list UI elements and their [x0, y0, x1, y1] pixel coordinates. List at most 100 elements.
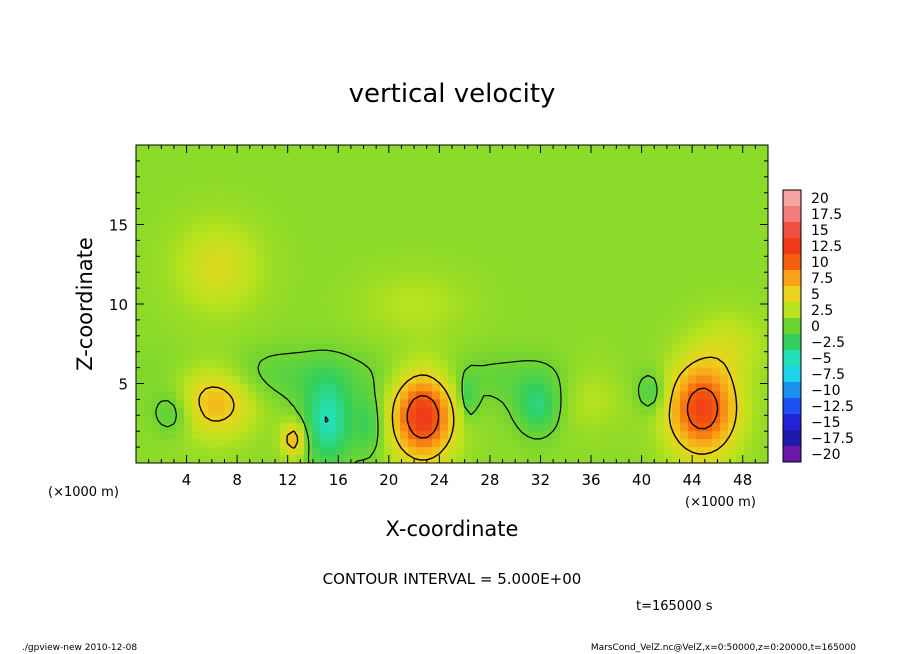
field-cell: [240, 256, 249, 265]
field-cell: [448, 152, 457, 162]
field-cell: [480, 192, 489, 202]
field-cell: [736, 423, 745, 432]
field-cell: [240, 192, 249, 202]
field-cell: [136, 168, 145, 178]
field-cell: [440, 415, 449, 424]
field-cell: [728, 216, 737, 226]
field-cell: [568, 383, 577, 393]
field-cell: [176, 311, 185, 321]
field-cell: [712, 152, 721, 162]
field-cell: [536, 184, 545, 194]
field-cell: [688, 343, 697, 353]
field-cell: [440, 431, 449, 440]
field-cell: [520, 216, 529, 226]
field-cell: [472, 160, 481, 170]
field-cell: [576, 176, 585, 186]
field-cell: [504, 272, 513, 281]
field-cell: [704, 359, 713, 369]
field-cell: [424, 184, 433, 194]
field-cell: [440, 399, 449, 408]
field-cell: [720, 256, 729, 265]
field-cell: [296, 184, 305, 194]
field-cell: [552, 264, 561, 273]
field-cell: [272, 455, 281, 463]
field-cell: [240, 304, 249, 313]
field-cell: [344, 431, 353, 440]
field-cell: [616, 399, 625, 408]
field-cell: [512, 304, 521, 313]
field-cell: [656, 176, 665, 186]
field-cell: [208, 335, 217, 345]
field-cell: [352, 304, 361, 313]
field-cell: [600, 359, 609, 369]
field-cell: [552, 192, 561, 202]
field-cell: [216, 375, 225, 385]
field-cell: [144, 343, 153, 353]
field-cell: [744, 439, 753, 448]
field-cell: [624, 399, 633, 408]
field-cell: [640, 367, 649, 377]
field-cell: [248, 160, 257, 170]
field-cell: [736, 319, 745, 329]
field-cell: [648, 383, 657, 393]
field-cell: [248, 152, 257, 162]
field-cell: [416, 375, 425, 385]
field-cell: [736, 192, 745, 202]
field-cell: [400, 240, 409, 249]
field-cell: [520, 200, 529, 210]
field-cell: [752, 224, 761, 234]
field-cell: [248, 375, 257, 385]
field-cell: [408, 192, 417, 202]
field-cell: [304, 391, 313, 400]
field-cell: [224, 216, 233, 226]
field-cell: [616, 240, 625, 249]
field-cell: [496, 304, 505, 313]
field-cell: [280, 145, 289, 154]
field-cell: [336, 256, 345, 265]
field-cell: [656, 232, 665, 241]
field-cell: [216, 391, 225, 400]
field-cell: [456, 176, 465, 186]
field-cell: [736, 272, 745, 281]
field-cell: [672, 431, 681, 440]
field-cell: [432, 176, 441, 186]
field-cell: [256, 311, 265, 321]
field-cell: [488, 415, 497, 424]
field-cell: [664, 216, 673, 226]
field-cell: [688, 319, 697, 329]
field-cell: [376, 264, 385, 273]
field-cell: [248, 168, 257, 178]
field-cell: [528, 272, 537, 281]
field-cell: [592, 232, 601, 241]
field-cell: [624, 145, 633, 154]
field-cell: [760, 367, 768, 377]
field-cell: [456, 439, 465, 448]
field-cell: [456, 431, 465, 440]
field-cell: [472, 280, 481, 289]
field-cell: [360, 272, 369, 281]
field-cell: [528, 319, 537, 329]
field-cell: [496, 192, 505, 202]
field-cell: [536, 351, 545, 361]
field-cell: [136, 351, 145, 361]
field-cell: [304, 319, 313, 329]
field-cell: [200, 272, 209, 281]
field-cell: [176, 351, 185, 361]
field-cell: [368, 375, 377, 385]
field-cell: [160, 407, 169, 416]
field-cell: [472, 367, 481, 377]
field-cell: [160, 343, 169, 353]
field-cell: [360, 248, 369, 257]
field-cell: [296, 160, 305, 170]
field-cell: [208, 280, 217, 289]
field-cell: [576, 280, 585, 289]
field-cell: [496, 391, 505, 400]
field-cell: [272, 423, 281, 432]
field-cell: [560, 399, 569, 408]
field-cell: [376, 439, 385, 448]
field-cell: [624, 208, 633, 218]
field-cell: [144, 311, 153, 321]
field-cell: [656, 311, 665, 321]
field-cell: [344, 208, 353, 218]
field-cell: [232, 359, 241, 369]
